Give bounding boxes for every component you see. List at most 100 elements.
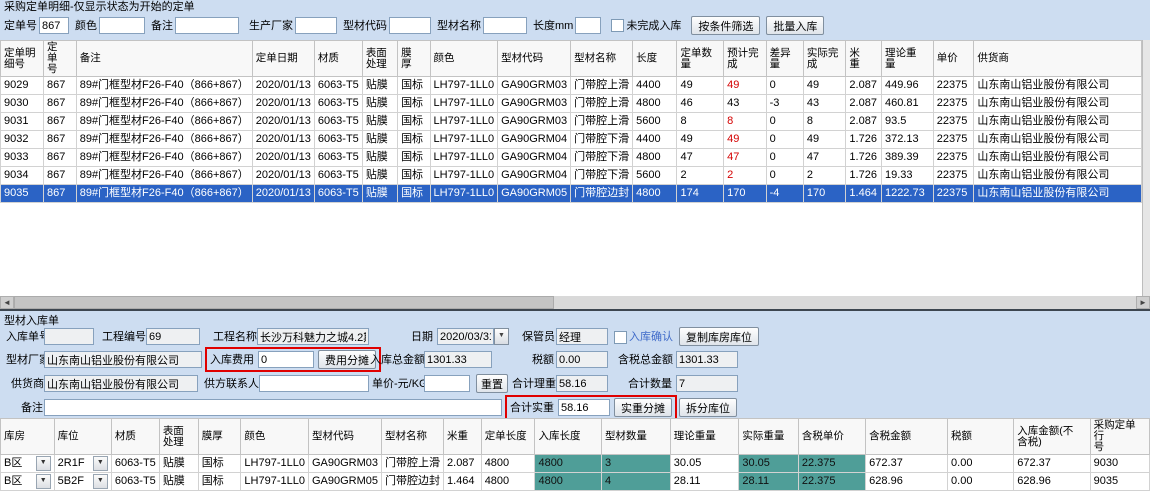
cell-film[interactable]: 国标 (397, 184, 431, 203)
cell-diff_qty[interactable]: 0 (765, 166, 804, 185)
col-header-remark[interactable]: 备注 (75, 40, 253, 77)
cell-profile_code[interactable]: GA90GRM03 (497, 76, 572, 95)
cell-order_detail_no[interactable]: 9033 (0, 148, 44, 167)
cell-warehouse[interactable]: B区 ▼ (0, 472, 55, 491)
cell-order_detail_no[interactable]: 9030 (0, 94, 44, 113)
horizontal-scrollbar[interactable]: ◄ ► (0, 296, 1150, 309)
cell-order_detail_no[interactable]: 9034 (0, 166, 44, 185)
col-header-material[interactable]: 材质 (313, 40, 363, 77)
cell-supplier[interactable]: 山东南山铝业股份有限公司 (973, 184, 1142, 203)
cell-color[interactable]: LH797-1LL0 (429, 166, 499, 185)
cell-supplier[interactable]: 山东南山铝业股份有限公司 (973, 94, 1142, 113)
col-header-order_line_no[interactable]: 采购定单行 号 (1089, 418, 1150, 455)
cell-length[interactable]: 4800 (632, 184, 678, 203)
split-location-button[interactable]: 拆分库位 (679, 398, 737, 417)
cell-color[interactable]: LH797-1LL0 (429, 112, 499, 131)
cell-unit_price[interactable]: 22375 (932, 76, 975, 95)
cell-supplier[interactable]: 山东南山铝业股份有限公司 (973, 148, 1142, 167)
cell-actual_weight[interactable]: 28.11 (738, 472, 799, 491)
col-header-meter_weight[interactable]: 米 重 (845, 40, 882, 77)
filter-color-input[interactable] (99, 17, 145, 34)
cell-order_length[interactable]: 4800 (480, 472, 536, 491)
cell-order_detail_no[interactable]: 9031 (0, 112, 44, 131)
scrollbar-thumb[interactable] (14, 296, 554, 309)
cell-order_date[interactable]: 2020/01/13 (251, 130, 315, 149)
table-row[interactable]: 9032 867 89#门框型材F26-F40（866+867） 2020/01/13… (0, 130, 1142, 149)
cell-length[interactable]: 4400 (632, 130, 678, 149)
calendar-dropdown-icon[interactable]: ▼ (494, 328, 509, 345)
cell-actual_done[interactable]: 47 (802, 148, 847, 167)
col-header-actual_done[interactable]: 实际完 成 (802, 40, 847, 77)
col-header-qty[interactable]: 型材数量 (600, 418, 671, 455)
contact-input[interactable] (259, 375, 369, 392)
cell-theory_weight[interactable]: 1222.73 (880, 184, 934, 203)
cell-order_qty[interactable]: 49 (676, 76, 725, 95)
cell-actual_done[interactable]: 170 (802, 184, 847, 203)
cell-length[interactable]: 4400 (632, 76, 678, 95)
reset-button[interactable]: 重置 (476, 374, 508, 393)
table-row[interactable]: 9033 867 89#门框型材F26-F40（866+867） 2020/01/13… (0, 148, 1142, 167)
qty-total-input[interactable] (676, 375, 738, 392)
copy-warehouse-button[interactable]: 复制库房库位 (679, 327, 759, 346)
col-header-profile_name[interactable]: 型材名称 (381, 418, 445, 455)
cell-tax[interactable]: 0.00 (947, 454, 1015, 473)
col-header-surface[interactable]: 表面 处理 (361, 40, 399, 77)
cell-film[interactable]: 国标 (397, 112, 431, 131)
col-header-film[interactable]: 膜 厚 (397, 40, 431, 77)
col-header-theory_weight[interactable]: 理论重 量 (880, 40, 934, 77)
col-header-diff_qty[interactable]: 差异量 (765, 40, 804, 77)
cell-remark[interactable]: 89#门框型材F26-F40（866+867） (75, 76, 253, 95)
cell-material[interactable]: 6063-T5 (313, 166, 363, 185)
col-header-profile_name[interactable]: 型材名称 (570, 40, 634, 77)
cell-order_qty[interactable]: 174 (676, 184, 725, 203)
filter-profile-code-input[interactable] (389, 17, 431, 34)
cell-unit_price[interactable]: 22375 (932, 112, 975, 131)
cell-expected_done[interactable]: 2 (723, 166, 767, 185)
col-header-meter_weight[interactable]: 米重 (443, 418, 482, 455)
col-header-order_date[interactable]: 定单日期 (251, 40, 315, 77)
cell-profile_code[interactable]: GA90GRM05 (307, 472, 383, 491)
theory-total-input[interactable] (556, 375, 608, 392)
inbound-confirm-checkbox[interactable] (614, 331, 627, 344)
fee-allocate-button[interactable]: 费用分摊 (318, 350, 376, 369)
cell-theory_weight[interactable]: 30.05 (669, 454, 740, 473)
cell-actual_done[interactable]: 8 (802, 112, 847, 131)
cell-color[interactable]: LH797-1LL0 (429, 94, 499, 113)
cell-supplier[interactable]: 山东南山铝业股份有限公司 (973, 130, 1142, 149)
col-header-amount_no_tax[interactable]: 入库金额(不 含税) (1013, 418, 1091, 455)
cell-meter_weight[interactable]: 1.726 (845, 130, 882, 149)
dropdown-arrow-icon[interactable]: ▼ (92, 474, 108, 489)
cell-material[interactable]: 6063-T5 (313, 112, 363, 131)
cell-order_no[interactable]: 867 (42, 112, 77, 131)
project-name-input[interactable] (257, 328, 369, 345)
cell-film[interactable]: 国标 (397, 76, 431, 95)
vertical-scrollbar[interactable] (1142, 40, 1150, 296)
cell-order_qty[interactable]: 8 (676, 112, 725, 131)
cell-order_line_no[interactable]: 9030 (1089, 454, 1150, 473)
cell-meter_weight[interactable]: 2.087 (845, 112, 882, 131)
cell-location[interactable]: 5B2F ▼ (53, 472, 112, 491)
cell-meter_weight[interactable]: 2.087 (443, 454, 482, 473)
col-header-location[interactable]: 库位 (53, 418, 112, 455)
cell-meter_weight[interactable]: 1.726 (845, 148, 882, 167)
filter-manufacturer-input[interactable] (295, 17, 337, 34)
cell-expected_done[interactable]: 8 (723, 112, 767, 131)
cell-order_date[interactable]: 2020/01/13 (251, 184, 315, 203)
cell-surface[interactable]: 贴膜 (361, 112, 399, 131)
cell-meter_weight[interactable]: 1.726 (845, 166, 882, 185)
date-input[interactable] (437, 328, 494, 345)
cell-surface[interactable]: 贴膜 (361, 130, 399, 149)
cell-in_length[interactable]: 4800 (534, 454, 602, 473)
cell-tax_amount[interactable]: 672.37 (865, 454, 949, 473)
cell-surface[interactable]: 贴膜 (361, 166, 399, 185)
dropdown-arrow-icon[interactable]: ▼ (35, 456, 51, 471)
cell-order_no[interactable]: 867 (42, 184, 77, 203)
cell-actual_done[interactable]: 43 (802, 94, 847, 113)
cell-qty[interactable]: 3 (600, 454, 671, 473)
dropdown-arrow-icon[interactable]: ▼ (92, 456, 108, 471)
cell-warehouse[interactable]: B区 ▼ (0, 454, 55, 473)
scroll-right-icon[interactable]: ► (1136, 296, 1150, 309)
tax-input[interactable] (556, 351, 608, 368)
cell-remark[interactable]: 89#门框型材F26-F40（866+867） (75, 130, 253, 149)
unit-price-input[interactable] (424, 375, 470, 392)
